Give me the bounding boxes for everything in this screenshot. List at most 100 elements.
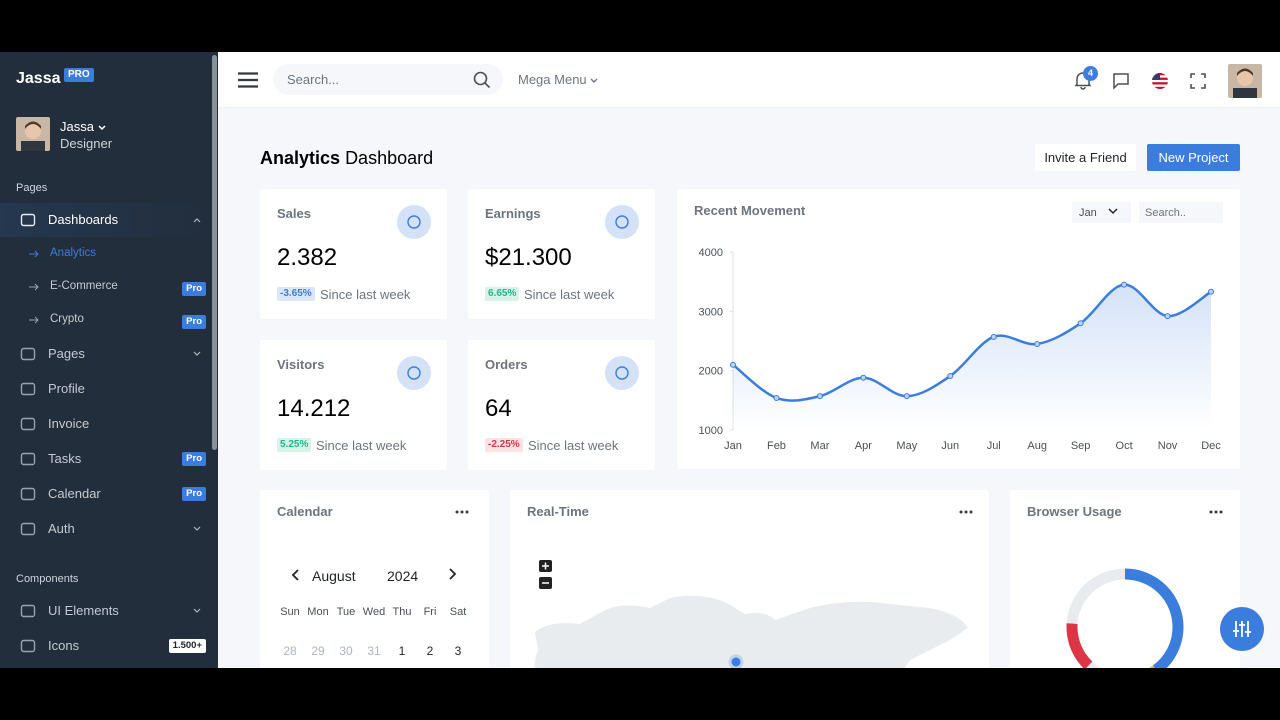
icon-shape	[22, 349, 35, 360]
day[interactable]: 3	[444, 645, 472, 657]
settings-button[interactable]	[1220, 607, 1264, 651]
title-rest: Dashboard	[345, 148, 433, 168]
next-month[interactable]	[449, 568, 457, 580]
nav-subitem[interactable]: Crypto	[50, 314, 84, 326]
day[interactable]: 29	[304, 645, 332, 657]
nav-item[interactable]: UI Elements	[48, 604, 119, 617]
search-box[interactable]: Search...	[273, 64, 503, 95]
icon-bg	[605, 205, 639, 239]
stat-icon	[397, 356, 431, 390]
nav-item[interactable]: Pages	[48, 347, 85, 360]
arrow-path	[29, 284, 38, 290]
map-marker[interactable]	[730, 656, 742, 668]
calendar-year[interactable]: 2024	[387, 569, 418, 583]
badge: Pro	[182, 282, 206, 296]
recent-movement-card: Recent Movement Jan Search.. 10002000300…	[677, 189, 1240, 469]
icon-shape	[22, 489, 35, 500]
point	[774, 395, 779, 400]
x-tick-label: Mar	[810, 440, 829, 452]
x-tick-label: Feb	[767, 440, 786, 452]
nav-icon	[20, 212, 36, 228]
day[interactable]: 1	[388, 645, 416, 657]
messages-icon[interactable]	[1112, 72, 1130, 90]
icon-shape	[22, 384, 35, 395]
chevron	[193, 526, 201, 532]
chevron-path	[194, 527, 200, 530]
chevron	[193, 351, 201, 357]
stat-value: $21.300	[485, 246, 572, 270]
world-map	[510, 490, 989, 668]
point	[861, 375, 866, 380]
scrollbar[interactable]	[212, 55, 217, 450]
stat-change: -3.65%	[277, 287, 315, 301]
arrow-icon	[29, 316, 39, 324]
mega-menu-text: Mega Menu	[518, 72, 587, 87]
arrow-path	[29, 251, 38, 257]
stat-icon	[605, 356, 639, 390]
profile-avatar[interactable]	[1228, 64, 1262, 98]
nav-item[interactable]: Invoice	[48, 417, 89, 430]
nav-item[interactable]: Dashboards	[48, 213, 118, 226]
nav-icon	[20, 416, 36, 432]
section-title: Pages	[16, 183, 47, 194]
day[interactable]: 2	[416, 645, 444, 657]
stat-change: 5.25%	[277, 438, 311, 452]
point	[731, 362, 736, 367]
nav-item[interactable]: Calendar	[48, 487, 101, 500]
calendar-month[interactable]: August	[312, 569, 356, 583]
nav-item[interactable]: Icons	[48, 639, 79, 652]
point	[1209, 289, 1214, 294]
nav-item[interactable]: Tasks	[48, 452, 81, 465]
point	[904, 394, 909, 399]
stat-value: 64	[485, 397, 512, 421]
browser-usage-card: Browser Usage	[1010, 490, 1240, 668]
invite-button[interactable]: Invite a Friend	[1035, 144, 1136, 171]
x-tick-label: Dec	[1201, 440, 1221, 452]
weekday: Mon	[304, 607, 332, 618]
badge: Pro	[182, 452, 206, 466]
stat-label: Sales	[277, 207, 311, 220]
x-tick-label: Jul	[987, 440, 1001, 452]
x-tick-label: Jan	[724, 440, 742, 452]
nav-icon	[20, 451, 36, 467]
point	[1165, 314, 1170, 319]
weekday: Sat	[444, 607, 472, 618]
x-tick-label: May	[896, 440, 917, 452]
day[interactable]: 30	[332, 645, 360, 657]
arrow-icon	[29, 283, 39, 291]
x-tick-label: Nov	[1158, 440, 1178, 452]
card-title: Calendar	[277, 505, 333, 518]
language-flag[interactable]	[1151, 72, 1169, 90]
stat-value: 2.382	[277, 246, 337, 270]
icon-shape	[22, 606, 35, 617]
nav-item[interactable]: Auth	[48, 522, 75, 535]
nav-subitem[interactable]: E-Commerce	[50, 281, 118, 293]
x-tick-label: Oct	[1116, 440, 1133, 452]
badge: Pro	[182, 487, 206, 501]
nav-subitem[interactable]: Analytics	[50, 248, 96, 260]
y-tick-label: 3000	[699, 306, 723, 318]
prev-month[interactable]	[291, 569, 299, 581]
y-tick-label: 1000	[699, 425, 723, 437]
y-tick-label: 4000	[699, 247, 723, 259]
icon-shape	[22, 419, 35, 430]
day[interactable]: 31	[360, 645, 388, 657]
stat-value: 14.212	[277, 397, 350, 421]
fullscreen-icon[interactable]	[1190, 73, 1206, 89]
stat-card: Earnings$21.3006.65%Since last week	[468, 189, 655, 319]
point	[948, 374, 953, 379]
more-menu[interactable]	[455, 510, 469, 514]
nav-item[interactable]: Profile	[48, 382, 85, 395]
weekday: Sun	[276, 607, 304, 618]
x-tick-label: Aug	[1027, 440, 1047, 452]
page-title: Analytics Dashboard	[260, 149, 433, 167]
new-project-button[interactable]: New Project	[1147, 144, 1240, 171]
menu-toggle[interactable]	[238, 72, 258, 88]
stat-change: -2.25%	[485, 438, 523, 452]
day[interactable]: 28	[276, 645, 304, 657]
mega-menu[interactable]: Mega Menu	[518, 73, 598, 86]
app: Jassa PRO Jassa Designer PagesDashboards…	[0, 52, 1280, 668]
point	[817, 394, 822, 399]
icon-shape	[22, 524, 35, 535]
